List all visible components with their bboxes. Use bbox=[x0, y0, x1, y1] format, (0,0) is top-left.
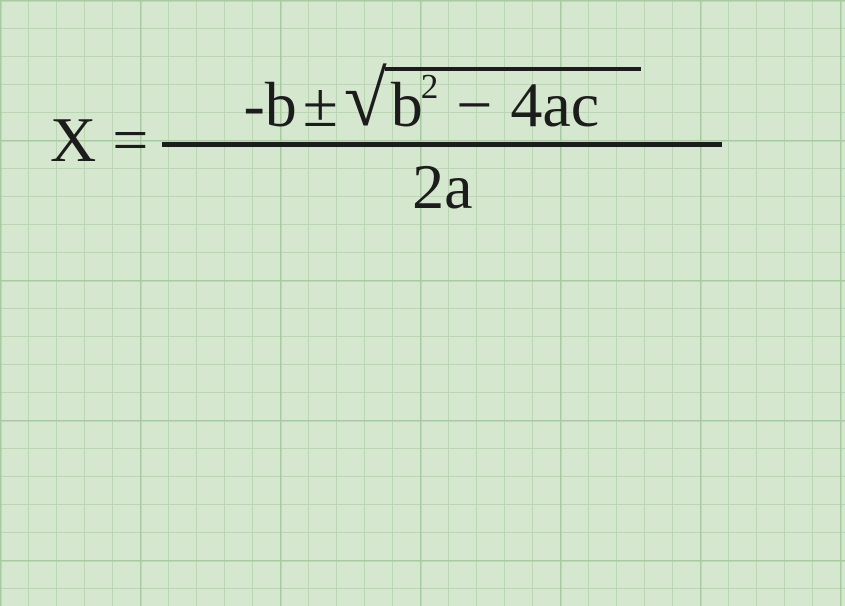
fraction-denominator: 2a bbox=[412, 147, 472, 220]
quadratic-formula: X = -b ± √ b2 − 4ac 2a bbox=[50, 60, 722, 220]
minus-sign: − bbox=[454, 69, 494, 140]
square-root: √ b2 − 4ac bbox=[344, 60, 641, 138]
fraction-numerator: -b ± √ b2 − 4ac bbox=[233, 60, 651, 142]
radicand: b2 − 4ac bbox=[385, 67, 642, 138]
variable-x: X bbox=[50, 104, 96, 175]
exponent-2: 2 bbox=[421, 67, 439, 106]
plus-minus-sign: ± bbox=[301, 71, 340, 138]
formula-lhs: X = bbox=[50, 103, 148, 177]
b-term: b bbox=[391, 69, 423, 140]
radical-icon: √ bbox=[344, 60, 387, 138]
formula-fraction: -b ± √ b2 − 4ac 2a bbox=[162, 60, 722, 220]
four-a-c: 4ac bbox=[510, 69, 599, 140]
negative-b: -b bbox=[243, 71, 296, 138]
equals-sign: = bbox=[112, 104, 148, 175]
